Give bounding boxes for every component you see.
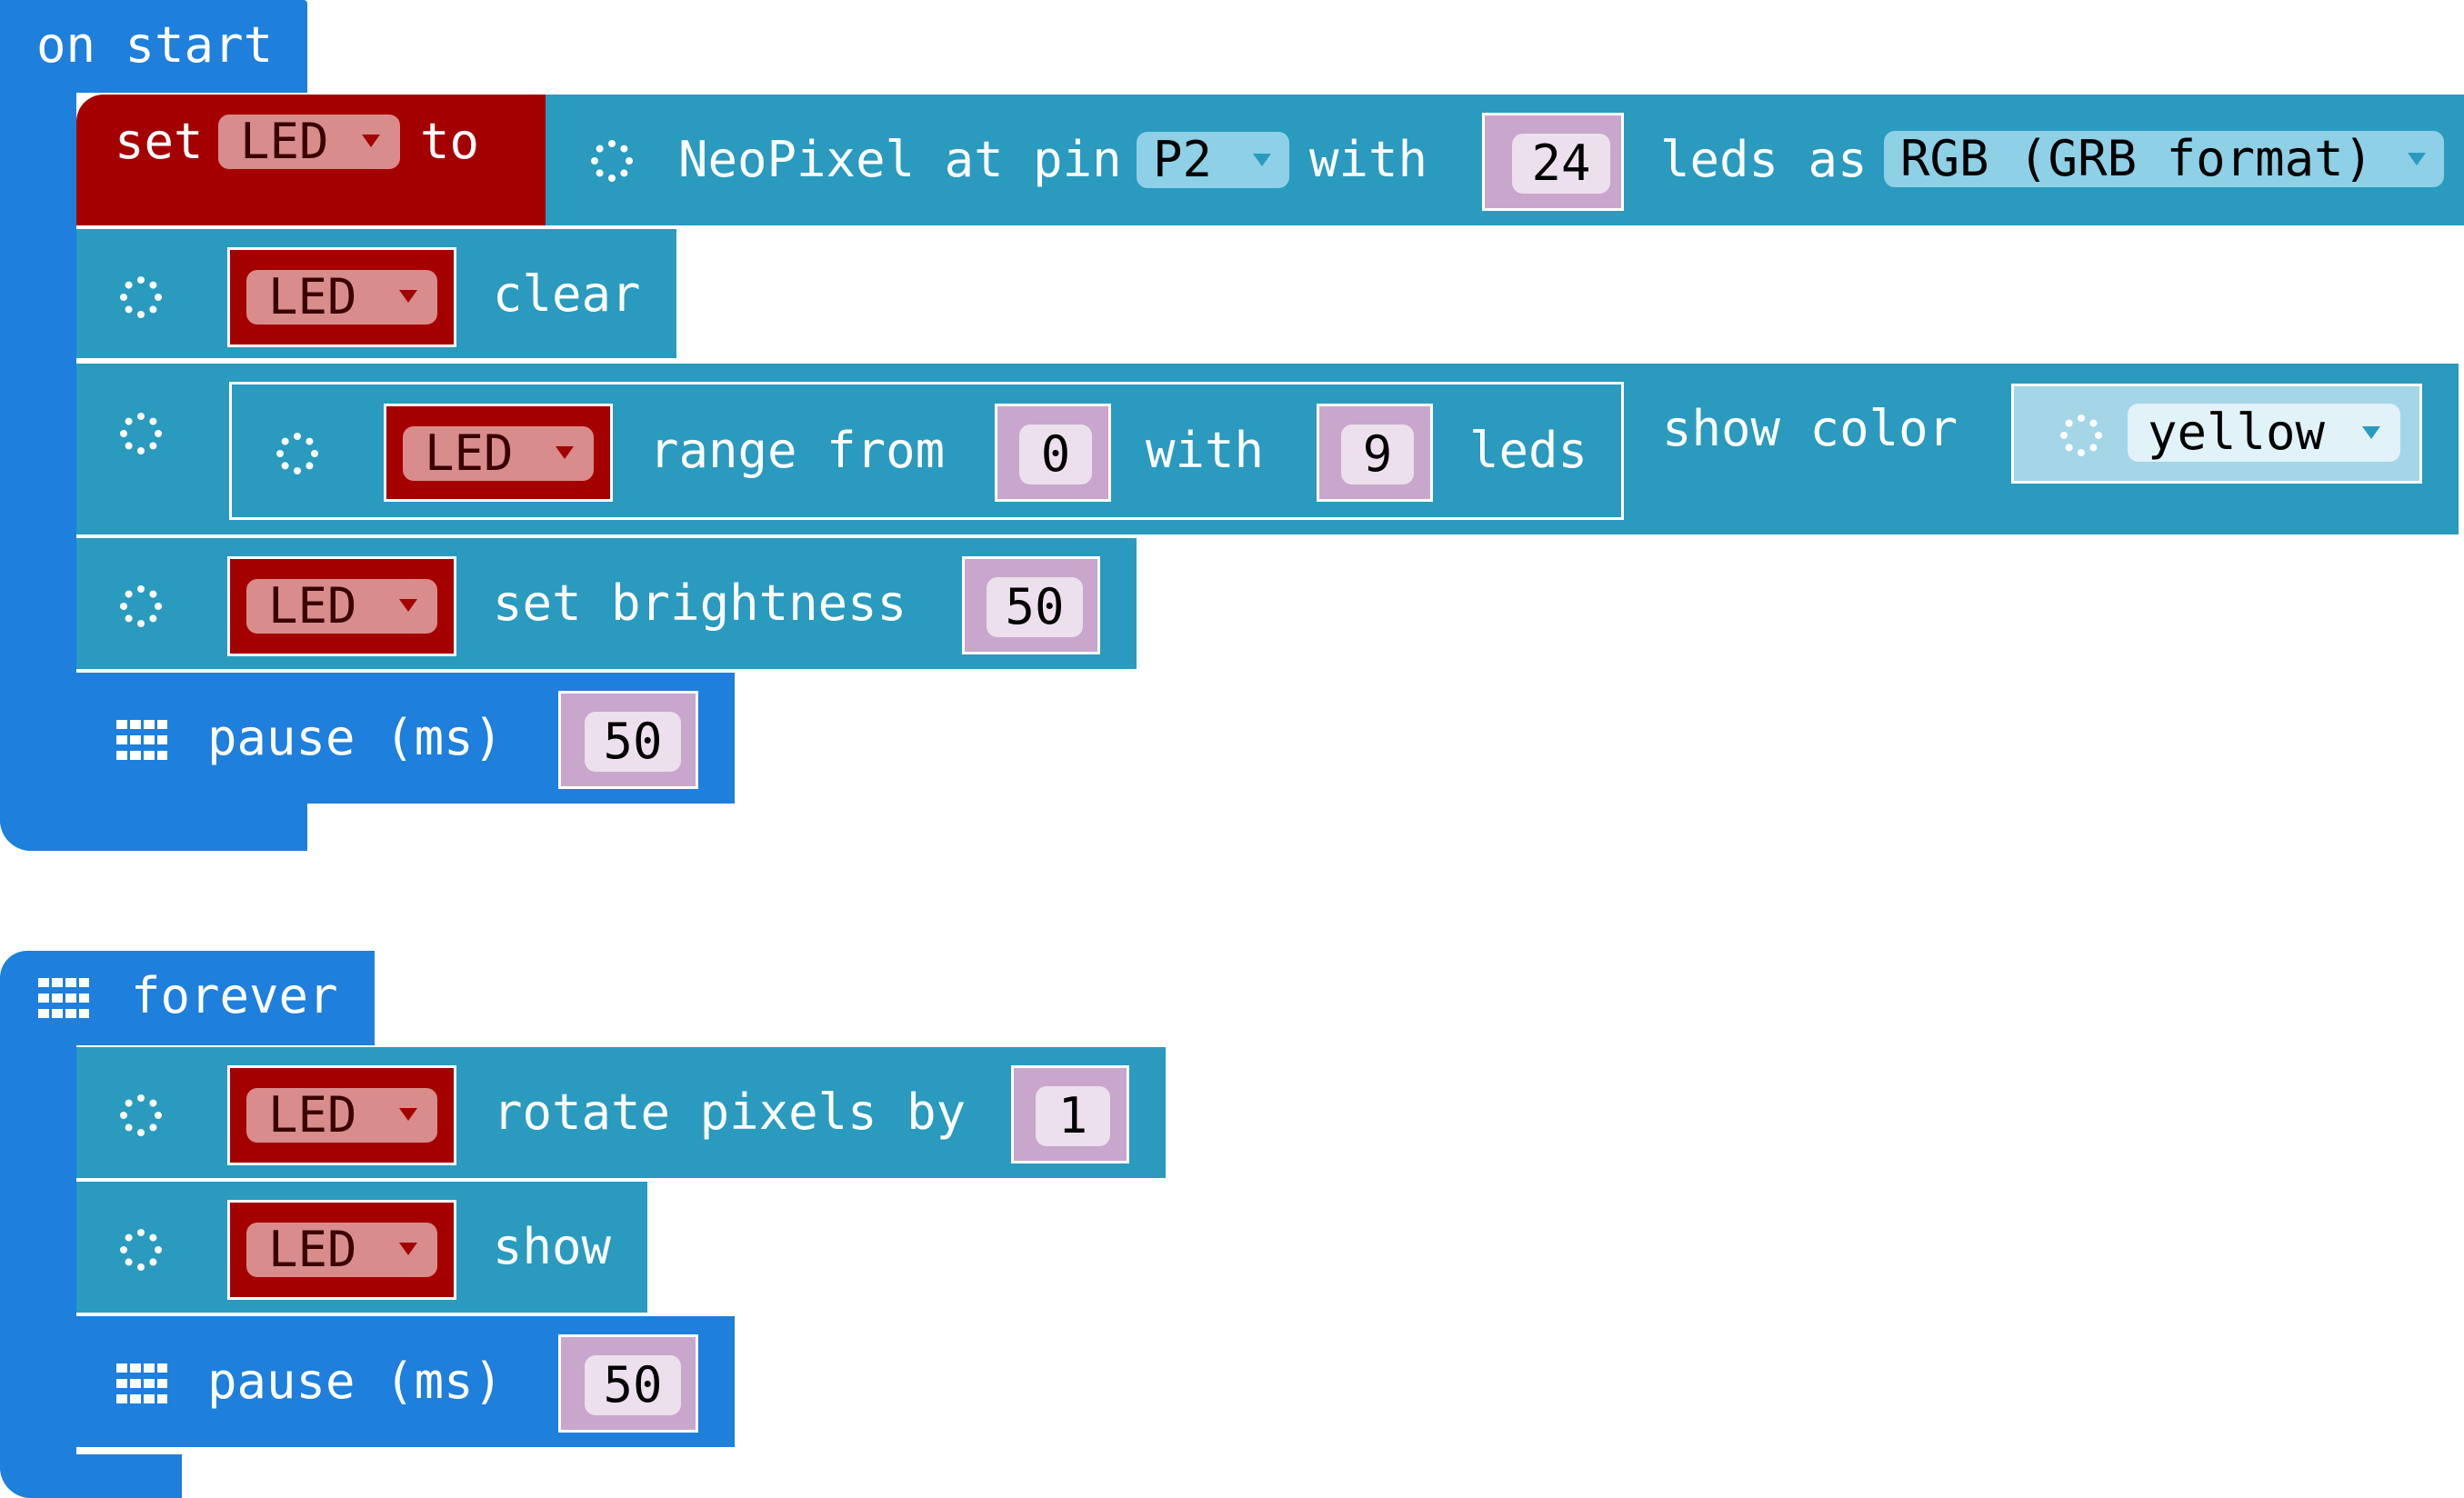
color-value: yellow [2148,404,2326,461]
triangle-down-icon [399,1243,417,1255]
leds-as-label: leds as [1660,131,1868,188]
range-strip-variable[interactable]: LED [384,404,613,502]
strip-name: LED [268,1086,357,1143]
show-label: show [493,1218,612,1275]
triangle-down-icon [399,1108,417,1121]
strip-dropdown[interactable]: LED [246,579,437,634]
pause-label: pause (ms) [207,709,504,766]
pause-label: pause (ms) [207,1353,504,1410]
format-dropdown[interactable]: RGB (GRB format) [1884,131,2444,187]
strip-name: LED [425,424,514,482]
triangle-down-icon [1253,154,1271,166]
strip-variable[interactable]: LED [227,556,456,656]
led-count-number[interactable]: 24 [1482,113,1624,211]
on-start-foot [0,804,307,851]
strip-name: LED [268,1221,357,1278]
triangle-down-icon [399,599,417,612]
variable-name: LED [240,113,329,170]
ring-icon [120,585,162,627]
forever-spine [0,1042,76,1498]
pin-dropdown[interactable]: P2 [1137,132,1289,188]
set-brightness-label: set brightness [493,574,907,632]
strip-name: LED [268,577,357,634]
pause-value[interactable]: 50 [585,1355,681,1415]
to-label: to [420,113,480,170]
range-count-value[interactable]: 9 [1341,424,1414,484]
ring-icon [591,140,633,182]
on-start-hat[interactable] [0,0,307,93]
strip-variable[interactable]: LED [227,247,456,347]
ring-icon [120,1094,162,1136]
brightness-number[interactable]: 50 [962,556,1100,654]
triangle-down-icon [2362,426,2380,439]
triangle-down-icon [399,290,417,303]
on-start-spine [0,91,76,851]
with-label: with [1309,131,1428,188]
pause-value[interactable]: 50 [585,712,681,772]
set-label: set [115,113,204,170]
led-count-value[interactable]: 24 [1512,134,1610,194]
grid-icon [116,1363,167,1403]
triangle-down-icon [556,446,574,459]
neopixel-at-pin-label: NeoPixel at pin [678,131,1122,188]
forever-label: forever [131,967,338,1024]
grid-icon [38,978,89,1018]
pin-value: P2 [1153,131,1213,188]
strip-name: LED [268,268,357,325]
strip-dropdown[interactable]: LED [246,270,437,325]
forever-foot [0,1454,182,1498]
strip-variable[interactable]: LED [227,1065,456,1165]
brightness-value[interactable]: 50 [987,577,1083,637]
pause-number[interactable]: 50 [558,691,698,789]
grid-icon [116,720,167,760]
show-color-label: show color [1662,400,1958,457]
format-value: RGB (GRB format) [1900,130,2374,187]
ring-icon [120,1229,162,1271]
strip-dropdown[interactable]: LED [246,1223,437,1277]
strip-dropdown[interactable]: LED [246,1088,437,1143]
rotate-value[interactable]: 1 [1036,1086,1110,1146]
range-from-number[interactable]: 0 [995,404,1111,502]
ring-icon [276,433,318,474]
ring-icon [120,413,162,454]
ring-icon [120,276,162,318]
clear-label: clear [493,265,641,323]
pause-number[interactable]: 50 [558,1334,698,1433]
ring-icon [2060,414,2102,456]
range-from-label: range from [649,422,946,479]
range-with-label: with [1146,422,1265,479]
on-start-label: on start [36,16,274,74]
triangle-down-icon [362,135,380,147]
range-from-value[interactable]: 0 [1019,424,1092,484]
rotate-number[interactable]: 1 [1011,1065,1129,1163]
variable-dropdown[interactable]: LED [218,115,400,169]
range-count-number[interactable]: 9 [1317,404,1433,502]
triangle-down-icon [2408,153,2426,165]
strip-variable[interactable]: LED [227,1200,456,1300]
color-dropdown[interactable]: yellow [2128,404,2400,462]
strip-dropdown[interactable]: LED [403,426,594,481]
leds-label: leds [1469,422,1588,479]
rotate-label: rotate pixels by [493,1084,967,1141]
